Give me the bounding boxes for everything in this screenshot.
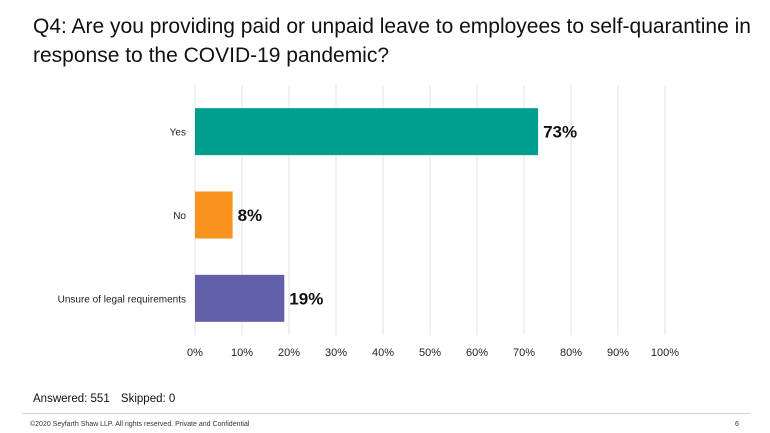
bar [195, 274, 285, 322]
x-tick-label: 20% [278, 347, 300, 359]
x-tick-labels: 0% 10% 20% 30% 40% 50% 60% 70% 80% 90% 100% [187, 347, 679, 359]
x-tick-label: 40% [372, 347, 394, 359]
value-label: 73% [543, 123, 577, 142]
x-tick-label: 70% [513, 347, 535, 359]
bar [195, 108, 539, 156]
value-label: 19% [289, 289, 323, 308]
bars [195, 108, 539, 322]
footer-divider [22, 413, 750, 414]
value-labels: 73% 8% 19% [238, 123, 578, 309]
x-tick-label: 10% [231, 347, 253, 359]
value-label: 8% [238, 206, 263, 225]
response-stats: Answered: 551 Skipped: 0 [33, 393, 175, 405]
category-label: No [173, 211, 186, 222]
footer-copyright: ©2020 Seyfarth Shaw LLP. All rights rese… [30, 421, 250, 428]
x-tick-label: 50% [419, 347, 441, 359]
category-label: Yes [170, 128, 186, 139]
x-tick-label: 90% [607, 347, 629, 359]
chart-title: Q4: Are you providing paid or unpaid lea… [33, 15, 751, 67]
category-labels: Yes No Unsure of legal requirements [58, 128, 187, 306]
x-tick-label: 80% [560, 347, 582, 359]
x-tick-label: 0% [187, 347, 203, 359]
skipped-count: Skipped: 0 [120, 393, 176, 405]
category-label: Unsure of legal requirements [58, 294, 186, 305]
x-tick-label: 60% [466, 347, 488, 359]
answered-count: Answered: 551 [33, 393, 110, 405]
bar [195, 191, 233, 239]
page-number: 6 [735, 421, 739, 428]
x-tick-label: 30% [325, 347, 347, 359]
x-tick-label: 100% [651, 347, 679, 359]
